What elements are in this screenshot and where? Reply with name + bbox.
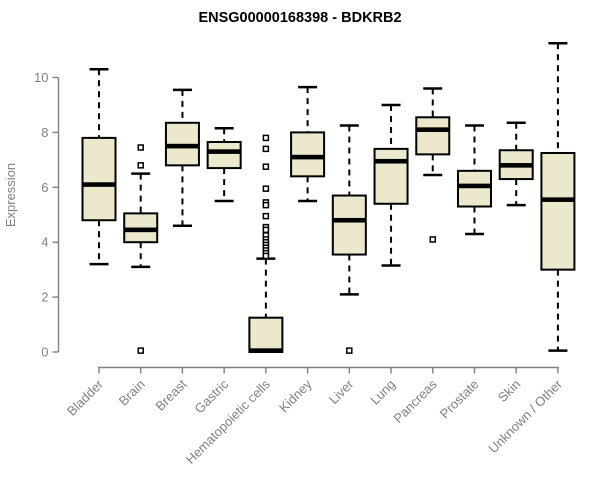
box-rect: [373, 147, 409, 205]
outlier-point: [262, 145, 270, 153]
median-line: [457, 183, 491, 189]
median-line: [374, 158, 408, 164]
x-category-label: Unknown / Other: [485, 376, 565, 456]
x-category-label: Brain: [116, 377, 148, 409]
median-line: [416, 127, 450, 132]
median-line: [541, 197, 575, 202]
y-axis-tick-label: 2: [41, 290, 48, 305]
boxplot-hematopoietic-cells: [248, 134, 284, 353]
box-rect: [415, 116, 451, 156]
plot-area: 0 2 4 6 8 10 Expression Bladder Brain Breast Gastr…: [3, 41, 576, 467]
boxplot-bladder: [81, 68, 117, 266]
y-axis-tick-label: 8: [41, 125, 48, 140]
median-line: [207, 149, 241, 154]
y-axis-tick-label: 0: [41, 345, 48, 360]
x-category-label: Bladder: [64, 376, 107, 419]
x-category-label: Prostate: [437, 377, 482, 422]
boxplot-prostate: [456, 124, 492, 236]
outlier-point: [262, 212, 270, 220]
boxplot-pancreas: [415, 87, 451, 243]
y-axis-title: Expression: [3, 163, 18, 227]
outlier-point: [262, 226, 270, 234]
box-rect: [81, 136, 117, 222]
boxplot-liver: [331, 124, 367, 354]
boxplot-breast: [164, 88, 200, 227]
outlier-point: [137, 144, 144, 151]
median-line: [499, 163, 533, 168]
x-category-label: Liver: [326, 376, 357, 407]
box-rect: [206, 141, 242, 170]
box-rect: [248, 316, 284, 353]
median-line: [249, 348, 283, 353]
boxplot-kidney: [290, 85, 326, 203]
outlier-point: [346, 347, 353, 354]
box-rect: [456, 169, 492, 208]
median-line: [124, 227, 158, 233]
boxplot-unknown-other: [540, 41, 576, 352]
y-axis-tick-label: 4: [41, 235, 48, 250]
x-category-label: Gastric: [192, 376, 232, 416]
x-category-label: Lung: [367, 377, 398, 408]
y-axis-tick-label: 10: [34, 70, 48, 85]
boxplot-gastric: [206, 127, 242, 203]
x-category-label: Kidney: [276, 376, 315, 415]
median-line: [332, 217, 366, 223]
outlier-point: [262, 252, 270, 260]
x-category-label: Pancreas: [390, 376, 440, 426]
median-line: [165, 143, 199, 149]
median-line: [291, 154, 325, 160]
x-category-label: Skin: [495, 377, 523, 405]
box-rect: [331, 194, 367, 256]
boxplot-skin: [498, 121, 534, 207]
x-category-label: Breast: [152, 376, 189, 413]
median-line: [82, 182, 116, 187]
outlier-point: [262, 201, 270, 209]
outlier-point: [262, 185, 270, 192]
boxplot-brain: [123, 144, 159, 354]
outlier-point: [262, 163, 270, 170]
box-rect: [540, 151, 576, 271]
boxplot-lung: [373, 103, 409, 267]
outlier-point: [262, 134, 270, 142]
outlier-point: [429, 236, 437, 243]
box-rect: [290, 131, 326, 178]
chart-title: ENSG00000168398 - BDKRB2: [198, 10, 401, 26]
outlier-point: [137, 347, 144, 354]
outlier-point: [137, 162, 144, 169]
y-axis-tick-label: 6: [41, 180, 48, 195]
